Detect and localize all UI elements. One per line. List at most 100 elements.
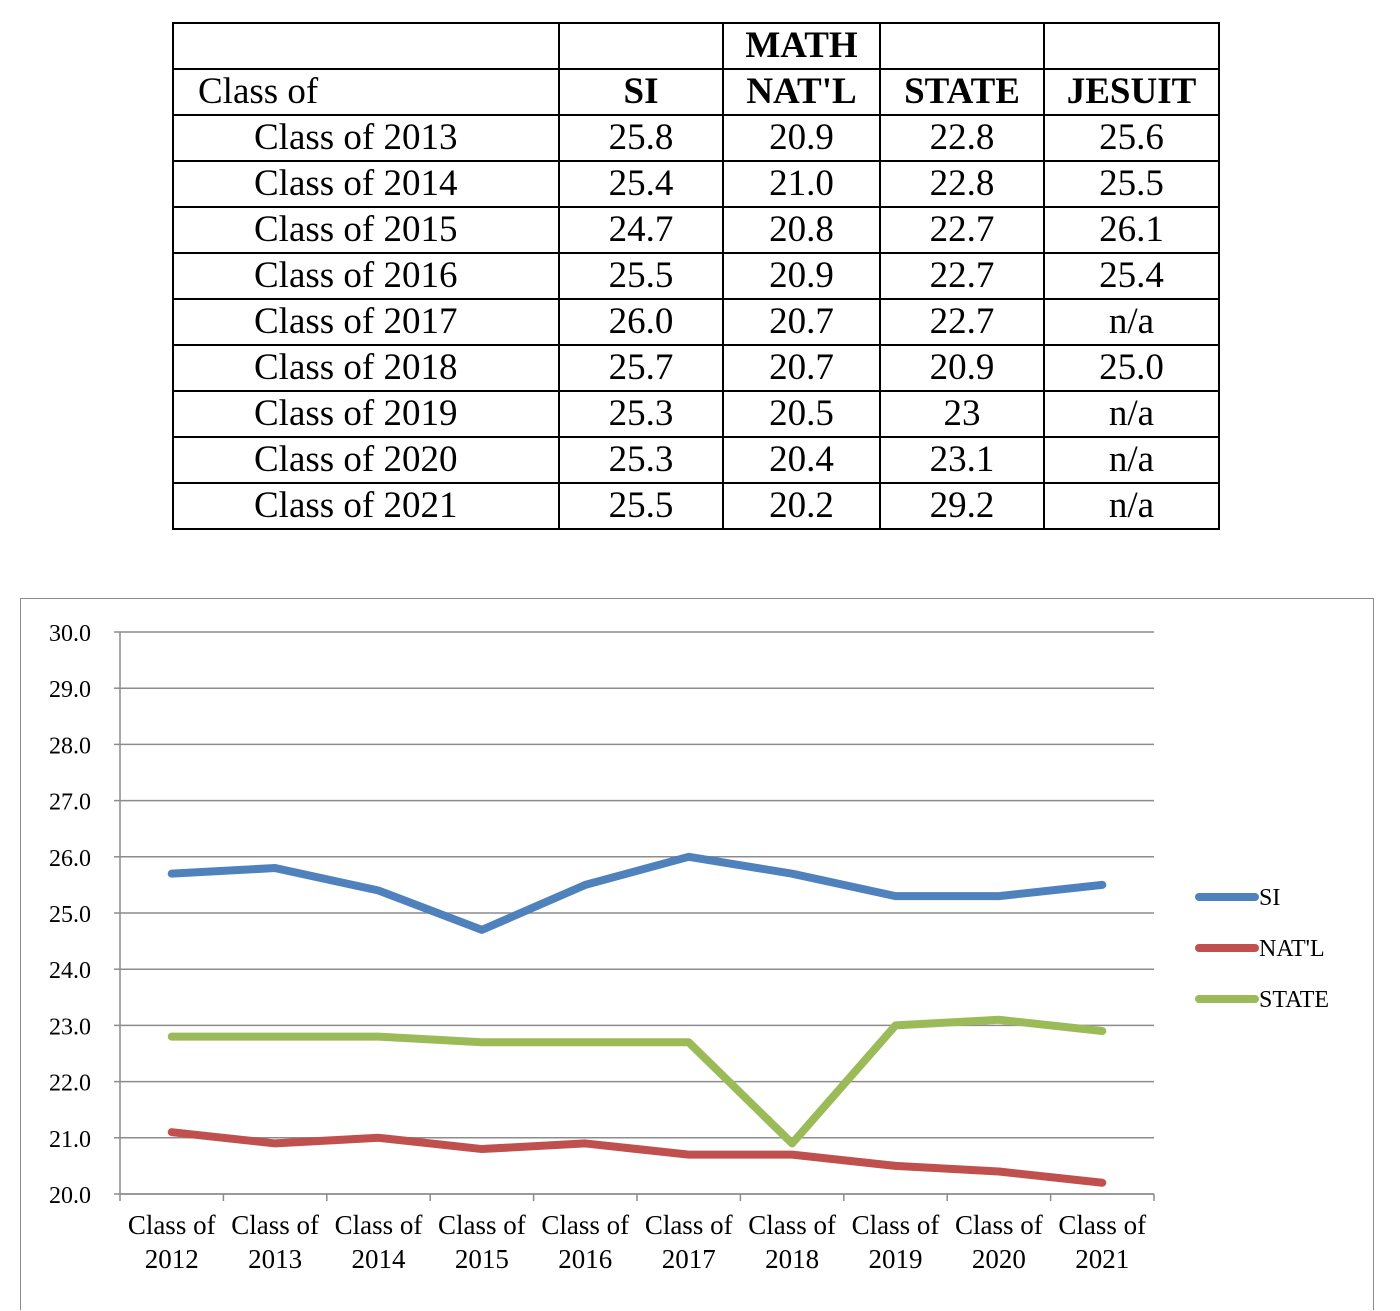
row-label-cell: Class of 2021: [172, 482, 560, 530]
legend-label: STATE: [1259, 987, 1329, 1013]
x-tick-label: 2013: [248, 1244, 302, 1274]
table-header-cell: [172, 22, 560, 70]
table-cell: 25.5: [558, 482, 724, 530]
y-tick-label: 28.0: [49, 733, 91, 759]
table-cell: n/a: [1043, 436, 1220, 484]
y-tick-label: 27.0: [49, 790, 91, 816]
x-tick-label: Class of: [748, 1210, 836, 1240]
row-label-cell: Class of 2015: [172, 206, 560, 254]
table-cell: 25.0: [1043, 344, 1220, 392]
table-cell: 24.7: [558, 206, 724, 254]
table-cell: 20.9: [722, 114, 881, 162]
table-cell: 20.2: [722, 482, 881, 530]
table-row: Class of 2014 25.4 21.0 22.8 25.5: [172, 160, 1220, 208]
x-tick-label: 2018: [765, 1244, 819, 1274]
y-tick-label: 29.0: [49, 677, 91, 703]
table-cell: n/a: [1043, 482, 1220, 530]
table-row: Class of 2013 25.8 20.9 22.8 25.6: [172, 114, 1220, 162]
table-cell: 25.4: [558, 160, 724, 208]
x-tick-label: 2020: [972, 1244, 1026, 1274]
table-cell: 22.7: [879, 298, 1045, 346]
x-tick-label: 2019: [869, 1244, 923, 1274]
row-label-cell: Class of 2018: [172, 344, 560, 392]
chart-area: 30.0 29.0 28.0 27.0 26.0 25.0 24.0 23.0 22.0 21.0…: [20, 598, 1374, 1310]
table-row: Class of 2020 25.3 20.4 23.1 n/a: [172, 436, 1220, 484]
table-cell: 25.8: [558, 114, 724, 162]
table-cell: 22.8: [879, 114, 1045, 162]
table-cell: 21.0: [722, 160, 881, 208]
table-cell: 20.5: [722, 390, 881, 438]
y-tick-label: 24.0: [49, 958, 91, 984]
table-cell: 29.2: [879, 482, 1045, 530]
series-line-2: [167, 1015, 1107, 1148]
table-cell: n/a: [1043, 298, 1220, 346]
table-cell: 25.4: [1043, 252, 1220, 300]
table-header-cell: SI: [558, 68, 724, 116]
table-cell: 22.7: [879, 206, 1045, 254]
row-label-cell: Class of 2013: [172, 114, 560, 162]
table-row: Class of 2017 26.0 20.7 22.7 n/a: [172, 298, 1220, 346]
table-cell: 25.3: [558, 436, 724, 484]
table-cell: 25.6: [1043, 114, 1220, 162]
table-cell: 20.9: [722, 252, 881, 300]
y-tick-label: 26.0: [49, 846, 91, 872]
x-tick-label: Class of: [231, 1210, 319, 1240]
y-tick-label: 23.0: [49, 1014, 91, 1040]
table-header-cell: MATH: [722, 22, 881, 70]
x-tick-label: Class of: [852, 1210, 940, 1240]
line-chart: 30.0 29.0 28.0 27.0 26.0 25.0 24.0 23.0 22.0 21.0…: [49, 621, 1329, 1274]
table-cell: 26.1: [1043, 206, 1220, 254]
legend-label: NAT'L: [1259, 936, 1325, 962]
table-cell: 20.9: [879, 344, 1045, 392]
table-header-cell: JESUIT: [1043, 68, 1220, 116]
table-header-cell: [1043, 22, 1220, 70]
x-tick-label: Class of: [335, 1210, 423, 1240]
series-line-0: [167, 852, 1107, 934]
table-row: Class of 2019 25.3 20.5 23 n/a: [172, 390, 1220, 438]
table-cell: 23.1: [879, 436, 1045, 484]
legend-label: SI: [1259, 885, 1280, 911]
x-tick-label: 2021: [1075, 1244, 1129, 1274]
table-cell: 25.3: [558, 390, 724, 438]
table-cell: 25.5: [1043, 160, 1220, 208]
table-cell: 22.8: [879, 160, 1045, 208]
row-label-cell: Class of 2019: [172, 390, 560, 438]
table-header-cell: Class of: [172, 68, 560, 116]
table-cell: 23: [879, 390, 1045, 438]
row-label-cell: Class of 2020: [172, 436, 560, 484]
y-tick-label: 25.0: [49, 902, 91, 928]
table-cell: n/a: [1043, 390, 1220, 438]
table-row: Class of 2021 25.5 20.2 29.2 n/a: [172, 482, 1220, 530]
table-cell: 26.0: [558, 298, 724, 346]
table-row: Class of 2015 24.7 20.8 22.7 26.1: [172, 206, 1220, 254]
x-tick-label: Class of: [541, 1210, 629, 1240]
table-header-row: Class of SI NAT'L STATE JESUIT: [172, 68, 1220, 116]
table-row: Class of 2016 25.5 20.9 22.7 25.4: [172, 252, 1220, 300]
y-tick-label: 30.0: [49, 621, 91, 647]
x-tick-label: Class of: [438, 1210, 526, 1240]
table-row: Class of 2018 25.7 20.7 20.9 25.0: [172, 344, 1220, 392]
table-cell: 20.7: [722, 344, 881, 392]
x-tick-label: Class of: [955, 1210, 1043, 1240]
table-cell: 25.5: [558, 252, 724, 300]
x-tick-label: 2012: [145, 1244, 199, 1274]
x-tick-label: 2014: [352, 1244, 407, 1274]
row-label-cell: Class of 2016: [172, 252, 560, 300]
table-header-row-top: MATH: [172, 22, 1220, 70]
x-tick-label: Class of: [1058, 1210, 1146, 1240]
x-tick-label: 2017: [662, 1244, 716, 1274]
table-cell: 22.7: [879, 252, 1045, 300]
y-tick-label: 22.0: [49, 1071, 91, 1097]
table-cell: 20.8: [722, 206, 881, 254]
x-tick-label: 2016: [558, 1244, 612, 1274]
table-cell: 20.7: [722, 298, 881, 346]
row-label-cell: Class of 2017: [172, 298, 560, 346]
table-header-cell: STATE: [879, 68, 1045, 116]
x-tick-label: 2015: [455, 1244, 509, 1274]
x-tick-label: Class of: [128, 1210, 216, 1240]
table-cell: 25.7: [558, 344, 724, 392]
act-math-score-table: MATH Class of SI NAT'L STATE JESUIT Class of 2…: [172, 22, 1220, 530]
series-line-1: [167, 1128, 1107, 1187]
row-label-cell: Class of 2014: [172, 160, 560, 208]
table-header-cell: [558, 22, 724, 70]
